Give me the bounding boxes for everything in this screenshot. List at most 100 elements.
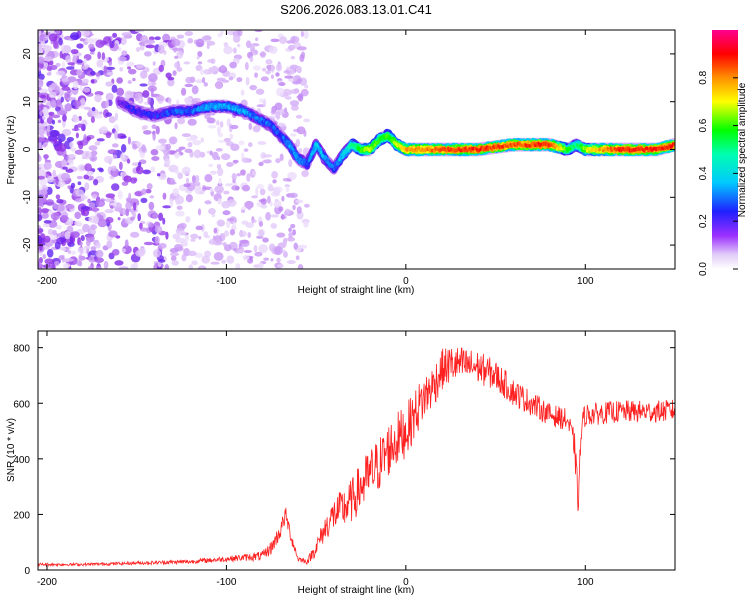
spectrogram-noise-blob — [216, 163, 222, 170]
spectrogram-noise-blob — [101, 52, 106, 61]
spectrogram-ridge-cell — [305, 162, 309, 166]
spectrogram-noise-blob — [150, 166, 156, 173]
spectrogram-noise-blob — [105, 66, 116, 71]
spectrogram-noise-blob — [158, 138, 167, 144]
spectrogram-noise-blob — [226, 255, 235, 264]
spectrogram-noise-blob — [158, 64, 164, 73]
spectrogram-noise-blob — [180, 240, 188, 247]
spectrogram-noise-blob — [96, 59, 104, 68]
spectrogram-noise-blob — [38, 137, 46, 143]
spectrogram-y-axis-label: Frequency (Hz) — [6, 116, 17, 185]
spectrogram-noise-blob — [121, 32, 132, 37]
spectrogram-noise-blob — [139, 227, 149, 232]
spectrogram-noise-blob — [105, 99, 110, 108]
spectrogram-noise-blob — [76, 175, 83, 180]
spectrogram-noise-blob — [158, 212, 164, 222]
spectrogram-noise-blob — [98, 168, 104, 173]
spectrogram-noise-blob — [38, 175, 46, 180]
spectrogram-noise-blob — [55, 176, 59, 186]
spectrogram-noise-blob — [206, 43, 210, 50]
spectrogram-noise-blob — [204, 174, 213, 183]
spectrogram-ridge-cell — [344, 149, 348, 154]
spectrogram-noise-blob — [284, 208, 291, 215]
spectrogram-noise-blob — [87, 175, 94, 181]
spectrogram-noise-blob — [66, 136, 74, 142]
spectrogram-noise-blob — [129, 216, 135, 221]
spectrogram-noise-blob — [39, 177, 47, 187]
spectrogram-noise-blob — [141, 144, 146, 153]
spectrogram-noise-blob — [40, 104, 44, 110]
spectrogram-noise-blob — [260, 204, 268, 209]
spectrogram-noise-blob — [300, 30, 305, 38]
spectrogram-noise-blob — [260, 76, 269, 82]
spectrogram-noise-blob — [82, 87, 91, 93]
spectrogram-noise-blob — [83, 106, 91, 110]
spectrogram-noise-blob — [91, 194, 98, 199]
spectrogram-noise-blob — [90, 224, 98, 230]
spectrogram-noise-blob — [148, 201, 155, 211]
spectrogram-noise-blob — [93, 216, 99, 225]
spectrogram-noise-blob — [270, 109, 277, 115]
spectrogram-noise-blob — [120, 152, 126, 161]
spectrogram-noise-blob — [126, 158, 131, 164]
spectrogram-noise-blob — [191, 175, 196, 184]
spectrogram-noise-blob — [120, 143, 127, 153]
spectrogram-noise-blob — [222, 210, 231, 216]
spectrogram-y-ticks: -20 -10 0 10 20 — [22, 48, 675, 252]
spectrogram-noise-blob — [211, 151, 219, 161]
spectrogram-noise-blob — [247, 205, 252, 211]
spectrogram-noise-blob — [139, 45, 145, 51]
spectrogram-noise-blob — [273, 200, 282, 208]
spectrogram-ridge-cell — [276, 129, 280, 134]
spectrogram-noise-blob — [231, 173, 237, 181]
spectrogram-noise-blob — [74, 221, 78, 226]
spectrogram-noise-blob — [137, 96, 144, 104]
colorbar-tick-label: 0.6 — [698, 118, 709, 132]
spectrogram-noise-blob — [46, 124, 51, 132]
spectrogram-noise-blob — [275, 87, 285, 97]
spectrogram-noise-blob — [187, 250, 197, 257]
spectrogram-noise-blob — [116, 87, 125, 97]
spectrogram-noise-blob — [150, 87, 154, 96]
spectrogram-noise-blob — [112, 32, 118, 38]
figure-title: S206.2026.083.13.01.C41 — [280, 2, 432, 17]
spectrogram-noise-blob — [208, 207, 216, 215]
spectrogram-noise-blob — [60, 172, 71, 181]
spectrogram-noise-blob — [287, 171, 297, 181]
spectrogram-noise-blob — [94, 257, 104, 263]
spectrogram-noise-blob — [276, 257, 281, 263]
spectrogram-noise-blob — [38, 230, 43, 235]
spectrogram-noise-blob — [185, 76, 193, 84]
spectrogram-y-tick-label: -20 — [22, 237, 33, 252]
spectrogram-noise-blob — [254, 30, 263, 33]
spectrogram-noise-blob — [65, 218, 74, 226]
spectrogram-noise-blob — [232, 221, 236, 230]
spectrogram-noise-blob — [275, 72, 280, 77]
spectrogram-noise-blob — [40, 208, 50, 214]
spectrogram-noise-blob — [76, 59, 83, 64]
spectrogram-noise-blob — [190, 233, 199, 239]
spectrogram-noise-blob — [245, 76, 250, 86]
spectrogram-noise-blob — [92, 206, 98, 213]
spectrogram-noise-blob — [90, 150, 98, 156]
spectrogram-noise-blob — [210, 261, 220, 265]
spectrogram-noise-blob — [176, 49, 184, 59]
spectrogram-noise-blob — [44, 154, 48, 161]
spectrogram-noise-blob — [96, 138, 105, 142]
spectrogram-noise-blob — [247, 232, 252, 238]
spectrogram-noise-blob — [210, 187, 214, 192]
spectrogram-noise-blob — [191, 260, 198, 266]
spectrogram-noise-blob — [51, 119, 56, 125]
spectrogram-noise-blob — [254, 72, 258, 78]
spectrogram-noise-blob — [157, 259, 166, 263]
spectrogram-noise-blob — [76, 69, 83, 76]
spectrogram-noise-blob — [77, 247, 87, 255]
spectrogram-noise-blob — [95, 249, 104, 258]
spectrogram-noise-blob — [278, 36, 288, 45]
spectrogram-noise-blob — [126, 91, 135, 96]
spectrogram-noise-blob — [297, 93, 304, 102]
spectrogram-noise-blob — [176, 205, 183, 210]
spectrogram-noise-blob — [55, 105, 61, 112]
spectrogram-noise-blob — [268, 243, 276, 252]
spectrogram-noise-blob — [172, 233, 181, 240]
